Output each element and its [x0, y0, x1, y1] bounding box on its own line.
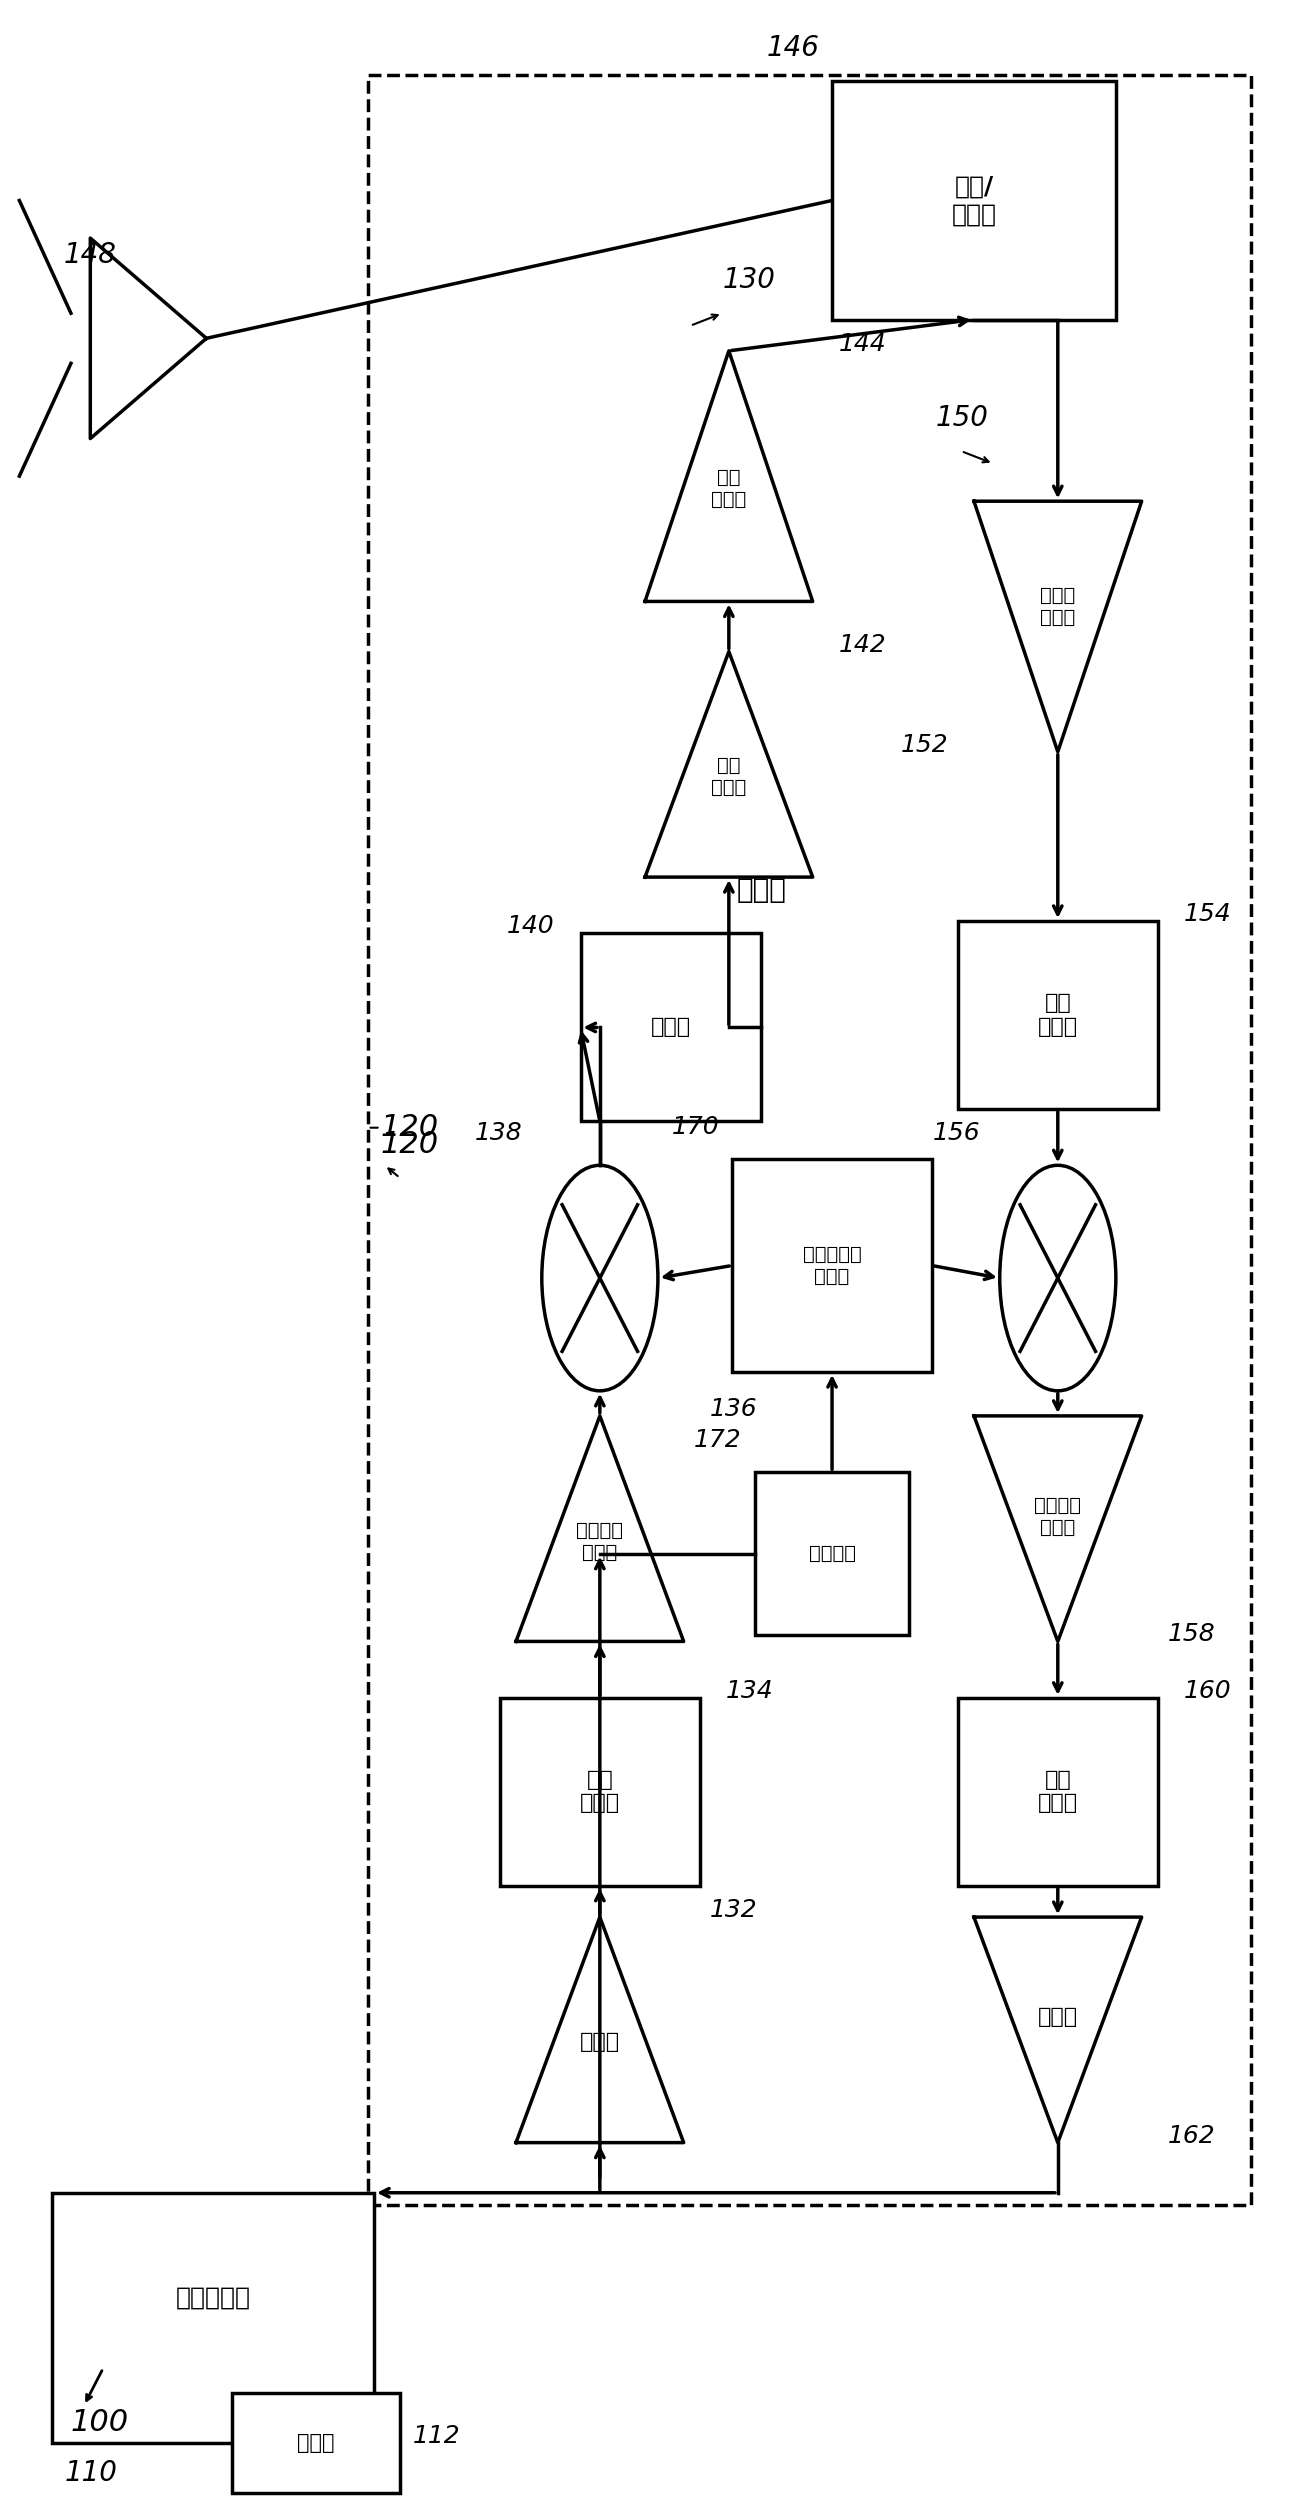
Text: 100: 100	[71, 2408, 129, 2436]
Text: 功率
放大器: 功率 放大器	[711, 469, 747, 509]
Text: 156: 156	[933, 1120, 980, 1145]
Text: 滤波器: 滤波器	[650, 1017, 691, 1037]
Text: 存储器: 存储器	[297, 2433, 335, 2453]
Text: 锁相回路: 锁相回路	[809, 1544, 855, 1564]
Text: 134: 134	[725, 1679, 773, 1702]
Text: 158: 158	[1167, 1621, 1215, 1646]
Text: 136: 136	[710, 1396, 757, 1421]
Text: 146: 146	[766, 35, 819, 63]
Text: 144: 144	[838, 331, 886, 356]
Text: 110: 110	[64, 2458, 117, 2486]
Text: 数据处理器: 数据处理器	[175, 2285, 250, 2311]
FancyBboxPatch shape	[580, 935, 761, 1123]
FancyBboxPatch shape	[232, 2393, 400, 2493]
Text: 放大器: 放大器	[1037, 2007, 1078, 2027]
FancyBboxPatch shape	[957, 922, 1157, 1108]
Text: 带通
滤波器: 带通 滤波器	[1037, 992, 1078, 1037]
FancyBboxPatch shape	[733, 1160, 931, 1373]
Text: 可变增益
放大器: 可变增益 放大器	[1035, 1496, 1081, 1536]
Text: 148: 148	[64, 241, 116, 268]
FancyBboxPatch shape	[501, 1699, 699, 1887]
Text: 152: 152	[900, 732, 948, 757]
Text: 162: 162	[1167, 2123, 1215, 2148]
Text: 154: 154	[1184, 902, 1231, 925]
Text: 138: 138	[475, 1120, 522, 1145]
Text: 驱动
放大器: 驱动 放大器	[711, 757, 747, 797]
Text: 170: 170	[672, 1115, 720, 1138]
Text: 放大器: 放大器	[579, 2032, 620, 2052]
Text: 低噪声
放大器: 低噪声 放大器	[1040, 586, 1076, 626]
Text: 120: 120	[381, 1113, 439, 1143]
FancyBboxPatch shape	[755, 1474, 909, 1636]
Text: 本机振荡器
产生器: 本机振荡器 产生器	[802, 1245, 862, 1286]
Text: 142: 142	[838, 632, 886, 657]
Text: 低通
滤波器: 低通 滤波器	[579, 1769, 620, 1814]
Text: 120: 120	[381, 1130, 439, 1158]
Text: 130: 130	[722, 266, 775, 293]
FancyBboxPatch shape	[832, 80, 1116, 321]
FancyBboxPatch shape	[957, 1699, 1157, 1887]
Text: 132: 132	[710, 1897, 757, 1922]
FancyBboxPatch shape	[52, 2193, 374, 2443]
Text: 收发器: 收发器	[737, 875, 786, 905]
Text: 150: 150	[935, 403, 988, 431]
Text: 低通
滤波器: 低通 滤波器	[1037, 1769, 1078, 1814]
Text: 140: 140	[507, 915, 555, 937]
Text: 172: 172	[694, 1428, 742, 1451]
Text: 可变增益
放大器: 可变增益 放大器	[577, 1521, 623, 1561]
Text: 112: 112	[413, 2423, 461, 2448]
Text: 160: 160	[1184, 1679, 1231, 1702]
Text: 开关/
双工器: 开关/ 双工器	[952, 175, 996, 226]
